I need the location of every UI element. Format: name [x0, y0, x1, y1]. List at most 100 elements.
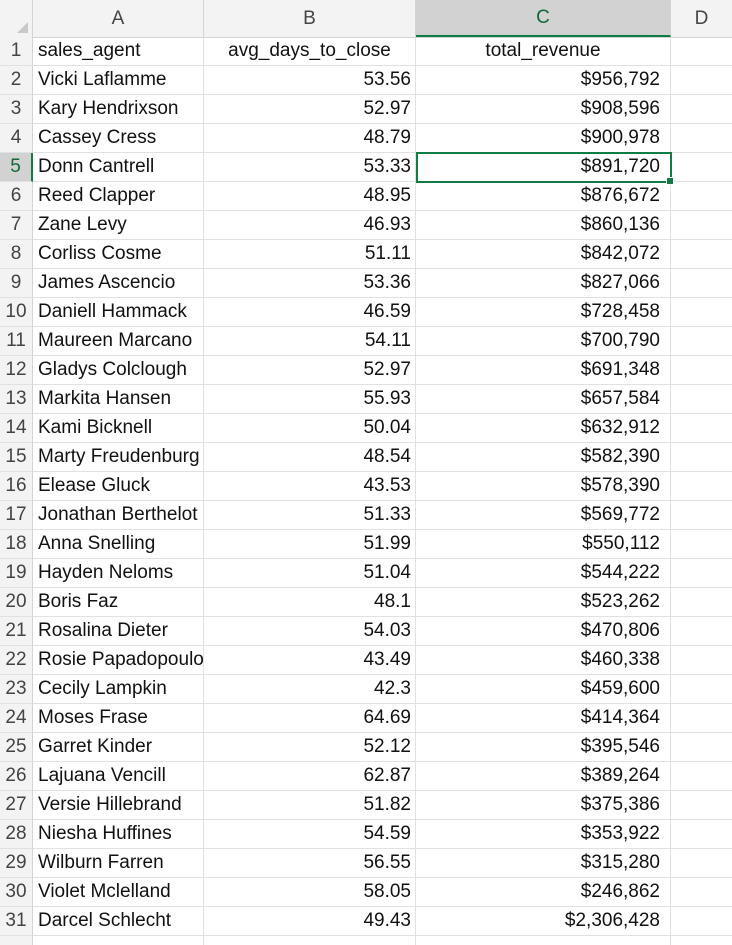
row-number[interactable]: 18: [0, 530, 33, 559]
empty-cell[interactable]: [671, 559, 732, 588]
empty-cell[interactable]: [671, 414, 732, 443]
cell-sales-agent[interactable]: Marty Freudenburg: [33, 443, 204, 472]
cell-total-revenue[interactable]: $891,720: [416, 153, 671, 182]
cell-avg-days[interactable]: 42.3: [204, 675, 416, 704]
cell-sales-agent[interactable]: Anna Snelling: [33, 530, 204, 559]
empty-cell[interactable]: [416, 936, 671, 945]
cell-total-revenue[interactable]: $460,338: [416, 646, 671, 675]
cell-total-revenue[interactable]: $700,790: [416, 327, 671, 356]
cell-total-revenue[interactable]: $691,348: [416, 356, 671, 385]
empty-cell[interactable]: [671, 936, 732, 945]
row-number[interactable]: 16: [0, 472, 33, 501]
cell-total-revenue[interactable]: $523,262: [416, 588, 671, 617]
cell-avg-days[interactable]: 56.55: [204, 849, 416, 878]
empty-cell[interactable]: [671, 298, 732, 327]
cell-total-revenue[interactable]: $956,792: [416, 66, 671, 95]
empty-cell[interactable]: [671, 675, 732, 704]
cell-sales-agent[interactable]: Vicki Laflamme: [33, 66, 204, 95]
cell-sales-agent[interactable]: Boris Faz: [33, 588, 204, 617]
cell-total-revenue[interactable]: $246,862: [416, 878, 671, 907]
cell-avg-days[interactable]: 51.99: [204, 530, 416, 559]
empty-cell[interactable]: [33, 936, 204, 945]
cell-sales-agent[interactable]: Gladys Colclough: [33, 356, 204, 385]
row-number[interactable]: 9: [0, 269, 33, 298]
cell-avg-days[interactable]: 52.12: [204, 733, 416, 762]
row-number[interactable]: 26: [0, 762, 33, 791]
cell-total-revenue[interactable]: $908,596: [416, 95, 671, 124]
cell-sales-agent[interactable]: Markita Hansen: [33, 385, 204, 414]
empty-cell[interactable]: [671, 791, 732, 820]
empty-cell[interactable]: [671, 124, 732, 153]
cell-avg-days[interactable]: 53.36: [204, 269, 416, 298]
cell-sales-agent[interactable]: Daniell Hammack: [33, 298, 204, 327]
empty-cell[interactable]: [671, 704, 732, 733]
row-number[interactable]: 14: [0, 414, 33, 443]
cell-avg-days[interactable]: 62.87: [204, 762, 416, 791]
cell-sales-agent[interactable]: Violet Mclelland: [33, 878, 204, 907]
cell-total-revenue[interactable]: $2,306,428: [416, 907, 671, 936]
cell-total-revenue[interactable]: $389,264: [416, 762, 671, 791]
column-header-d[interactable]: D: [694, 7, 709, 29]
cell-sales-agent[interactable]: Niesha Huffines: [33, 820, 204, 849]
row-number[interactable]: 4: [0, 124, 33, 153]
cell-sales-agent[interactable]: Kary Hendrixson: [33, 95, 204, 124]
empty-cell[interactable]: [671, 646, 732, 675]
cell-total-revenue[interactable]: $632,912: [416, 414, 671, 443]
row-number[interactable]: 3: [0, 95, 33, 124]
cell-sales-agent[interactable]: Donn Cantrell: [33, 153, 204, 182]
cell-total-revenue[interactable]: $375,386: [416, 791, 671, 820]
cell-sales-agent[interactable]: Wilburn Farren: [33, 849, 204, 878]
row-number[interactable]: 23: [0, 675, 33, 704]
empty-cell[interactable]: [671, 211, 732, 240]
empty-cell[interactable]: [671, 733, 732, 762]
row-number[interactable]: 29: [0, 849, 33, 878]
empty-cell[interactable]: [671, 385, 732, 414]
cell-avg-days[interactable]: 43.53: [204, 472, 416, 501]
row-number[interactable]: 25: [0, 733, 33, 762]
empty-cell[interactable]: [671, 588, 732, 617]
cell-total-revenue[interactable]: $550,112: [416, 530, 671, 559]
row-number[interactable]: 7: [0, 211, 33, 240]
cell-avg-days[interactable]: 48.1: [204, 588, 416, 617]
empty-cell[interactable]: [671, 37, 732, 66]
empty-cell[interactable]: [671, 501, 732, 530]
header-cell-total-revenue[interactable]: total_revenue: [416, 37, 671, 66]
select-all-corner[interactable]: [0, 0, 33, 37]
empty-cell[interactable]: [671, 182, 732, 211]
column-header-b[interactable]: B: [204, 0, 416, 37]
cell-avg-days[interactable]: 46.93: [204, 211, 416, 240]
cell-sales-agent[interactable]: Rosie Papadopoulos: [33, 646, 204, 675]
cell-sales-agent[interactable]: Cecily Lampkin: [33, 675, 204, 704]
row-number[interactable]: 2: [0, 66, 33, 95]
empty-cell[interactable]: [671, 356, 732, 385]
cell-sales-agent[interactable]: Garret Kinder: [33, 733, 204, 762]
empty-cell[interactable]: [671, 907, 732, 936]
cell-sales-agent[interactable]: Jonathan Berthelot: [33, 501, 204, 530]
cell-total-revenue[interactable]: $569,772: [416, 501, 671, 530]
row-number[interactable]: 1: [0, 37, 33, 66]
row-number[interactable]: 12: [0, 356, 33, 385]
row-number[interactable]: 8: [0, 240, 33, 269]
cell-avg-days[interactable]: 48.79: [204, 124, 416, 153]
cell-avg-days[interactable]: 53.33: [204, 153, 416, 182]
column-header-c[interactable]: C: [416, 0, 671, 37]
fill-handle[interactable]: [666, 177, 674, 185]
row-number[interactable]: 24: [0, 704, 33, 733]
cell-sales-agent[interactable]: Lajuana Vencill: [33, 762, 204, 791]
row-number[interactable]: 20: [0, 588, 33, 617]
row-number[interactable]: 15: [0, 443, 33, 472]
empty-cell[interactable]: [671, 269, 732, 298]
empty-cell[interactable]: [671, 820, 732, 849]
cell-sales-agent[interactable]: Maureen Marcano: [33, 327, 204, 356]
cell-total-revenue[interactable]: $582,390: [416, 443, 671, 472]
cell-sales-agent[interactable]: Cassey Cress: [33, 124, 204, 153]
row-number[interactable]: 17: [0, 501, 33, 530]
cell-total-revenue[interactable]: $414,364: [416, 704, 671, 733]
empty-cell[interactable]: [671, 530, 732, 559]
cell-avg-days[interactable]: 55.93: [204, 385, 416, 414]
cell-sales-agent[interactable]: James Ascencio: [33, 269, 204, 298]
empty-cell[interactable]: [671, 153, 732, 182]
row-number[interactable]: 27: [0, 791, 33, 820]
cell-total-revenue[interactable]: $353,922: [416, 820, 671, 849]
cell-sales-agent[interactable]: Moses Frase: [33, 704, 204, 733]
